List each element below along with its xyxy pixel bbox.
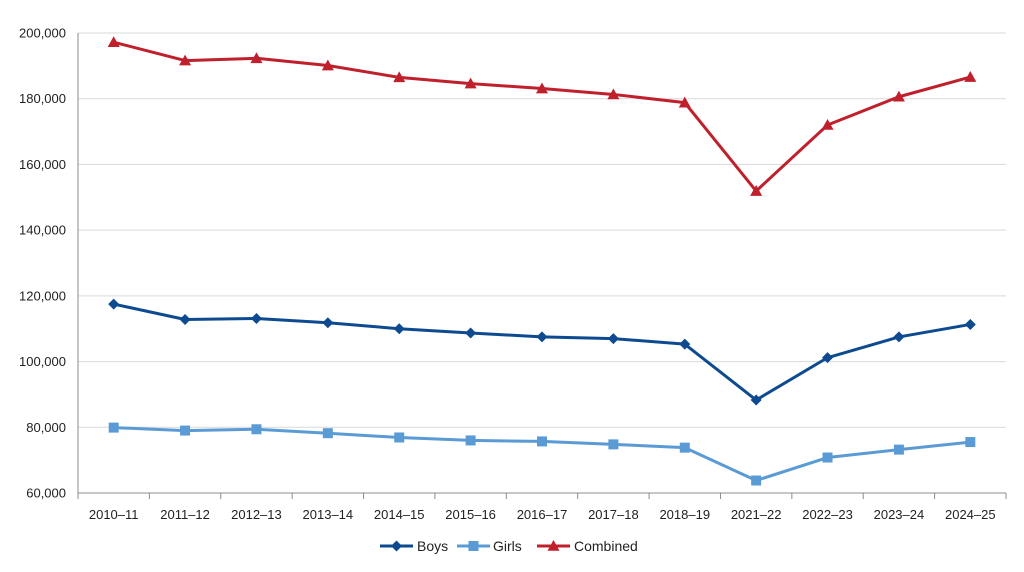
data-point-boys bbox=[607, 333, 619, 345]
data-point-girls bbox=[322, 428, 333, 439]
x-tick-label: 2023–24 bbox=[874, 507, 925, 522]
legend-marker-boys bbox=[391, 540, 402, 552]
x-tick-label: 2017–18 bbox=[588, 507, 639, 522]
x-axis-tick-labels: 2010–11 2011–12 2012–13 2013–14 2014–15 2015–… bbox=[89, 507, 996, 522]
data-point-boys bbox=[822, 352, 834, 364]
data-point-boys bbox=[893, 331, 905, 343]
data-point-girls bbox=[180, 425, 191, 436]
legend-item-boys: Boys bbox=[380, 538, 448, 554]
data-point-girls bbox=[465, 435, 476, 446]
y-tick-label: 140,000 bbox=[19, 223, 66, 238]
legend-item-combined: Combined bbox=[537, 538, 638, 554]
data-point-combined bbox=[107, 36, 120, 47]
data-point-boys bbox=[393, 323, 405, 335]
data-point-combined bbox=[821, 119, 834, 130]
x-tick-label: 2010–11 bbox=[89, 507, 139, 522]
axes bbox=[77, 33, 1007, 499]
series-boys bbox=[108, 298, 976, 406]
x-tick-label: 2013–14 bbox=[303, 507, 354, 522]
gridlines bbox=[78, 32, 1006, 428]
x-tick-label: 2016–17 bbox=[517, 507, 568, 522]
data-point-girls bbox=[394, 432, 405, 443]
data-point-girls bbox=[537, 436, 547, 447]
y-tick-label: 160,000 bbox=[19, 157, 66, 172]
data-point-boys bbox=[750, 394, 762, 406]
data-point-combined bbox=[536, 82, 548, 94]
legend-marker-girls bbox=[468, 541, 479, 551]
data-point-combined bbox=[750, 185, 763, 196]
x-tick-label: 2022–23 bbox=[802, 507, 853, 522]
data-point-boys bbox=[322, 317, 334, 329]
data-point-combined bbox=[892, 90, 905, 102]
data-point-combined bbox=[464, 77, 477, 89]
data-point-combined bbox=[607, 88, 620, 100]
series-line-combined bbox=[113, 40, 971, 193]
data-point-combined bbox=[964, 71, 977, 82]
data-point-boys bbox=[179, 314, 191, 326]
data-point-boys bbox=[964, 318, 976, 330]
data-point-boys bbox=[536, 331, 548, 343]
data-point-combined bbox=[179, 54, 192, 66]
data-point-combined bbox=[250, 52, 263, 64]
legend-marker-combined bbox=[547, 540, 560, 551]
y-tick-label: 100,000 bbox=[19, 354, 66, 369]
x-tick-label: 2011–12 bbox=[160, 507, 210, 522]
data-point-girls bbox=[608, 439, 619, 450]
data-point-girls bbox=[679, 442, 690, 453]
data-point-girls bbox=[822, 452, 833, 463]
data-point-boys bbox=[679, 338, 691, 350]
data-point-girls bbox=[251, 424, 262, 435]
data-point-girls bbox=[751, 475, 762, 486]
series-combined bbox=[107, 36, 977, 196]
x-tick-label: 2015–16 bbox=[445, 507, 496, 522]
legend-item-girls: Girls bbox=[457, 538, 522, 554]
legend: Boys Girls Combined bbox=[380, 538, 638, 554]
y-tick-label: 80,000 bbox=[26, 420, 66, 435]
data-point-boys bbox=[250, 313, 262, 325]
y-tick-label: 180,000 bbox=[19, 91, 66, 106]
series-line-girls bbox=[113, 426, 971, 483]
x-tick-label: 2012–13 bbox=[231, 507, 282, 522]
y-tick-label: 200,000 bbox=[19, 26, 66, 41]
legend-label: Combined bbox=[574, 538, 638, 554]
series-girls bbox=[108, 422, 976, 486]
x-tick-label: 2014–15 bbox=[374, 507, 425, 522]
series-line-boys bbox=[113, 302, 971, 402]
legend-label: Boys bbox=[417, 538, 448, 554]
x-tick-label: 2021–22 bbox=[731, 507, 782, 522]
y-tick-label: 60,000 bbox=[26, 486, 66, 501]
legend-label: Girls bbox=[493, 538, 522, 554]
data-point-combined bbox=[393, 71, 406, 83]
data-point-girls bbox=[108, 422, 119, 433]
data-point-boys bbox=[108, 298, 120, 310]
y-axis-tick-labels: 60,000 80,000 100,000 120,000 140,000 160,000… bbox=[19, 26, 66, 501]
series-lines bbox=[107, 36, 977, 486]
data-point-girls bbox=[965, 437, 976, 448]
y-tick-label: 120,000 bbox=[19, 288, 66, 303]
data-point-combined bbox=[321, 59, 334, 71]
data-point-girls bbox=[893, 444, 904, 455]
x-tick-label: 2018–19 bbox=[659, 507, 710, 522]
x-tick-label: 2024–25 bbox=[945, 507, 996, 522]
data-point-boys bbox=[465, 327, 477, 339]
data-point-combined bbox=[678, 96, 691, 108]
